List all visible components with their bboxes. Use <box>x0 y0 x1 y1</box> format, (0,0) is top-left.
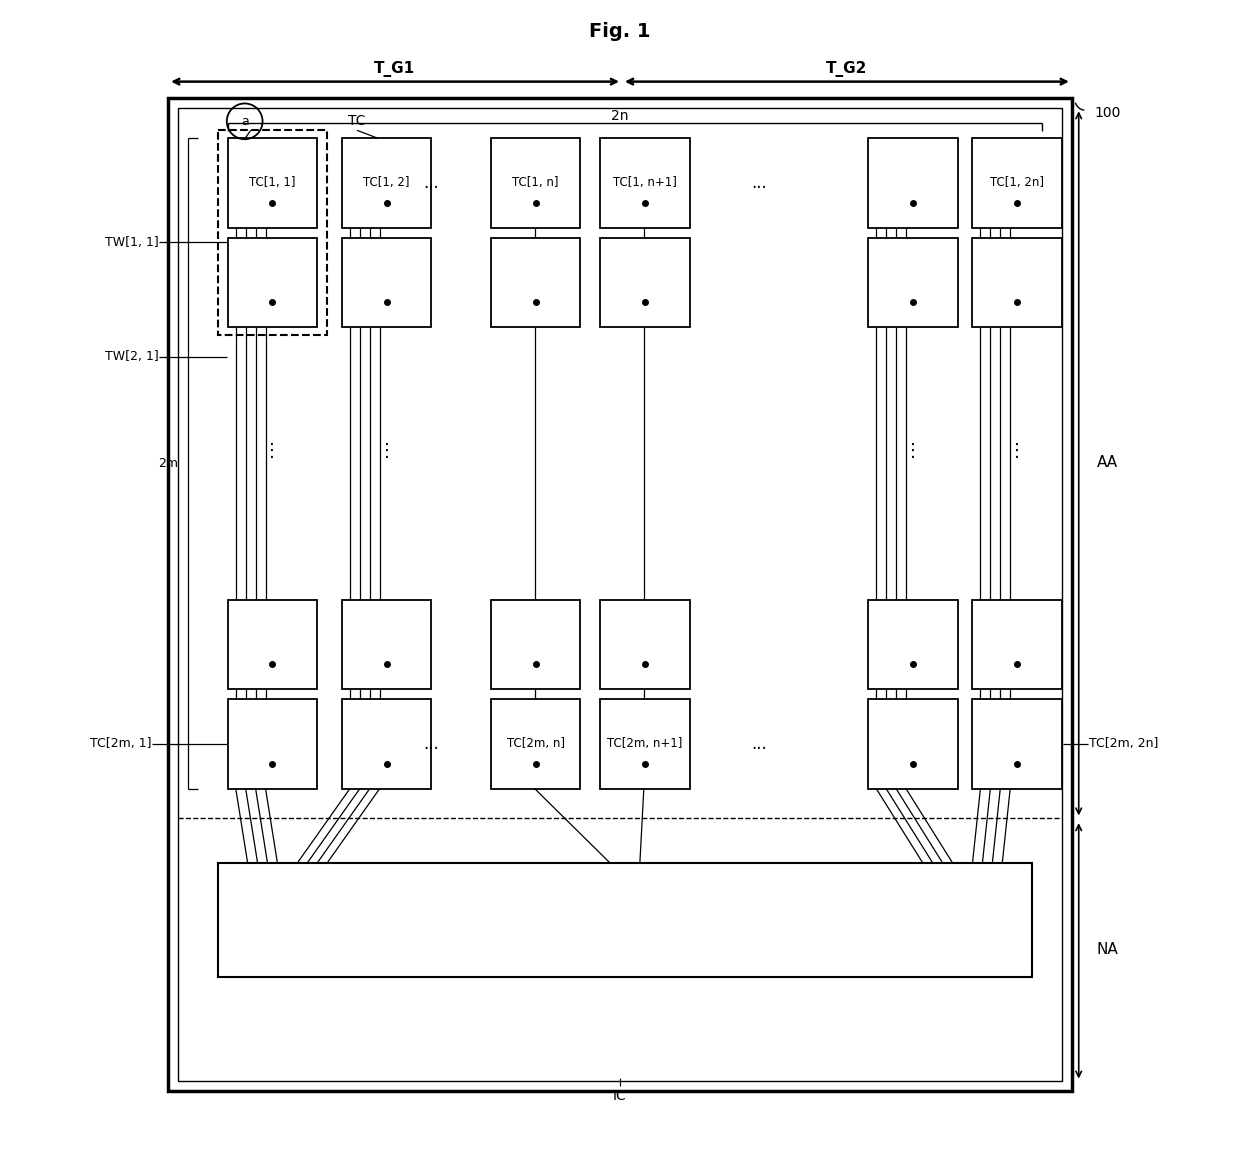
Text: IC: IC <box>613 1089 627 1103</box>
Bar <box>342 700 432 789</box>
Bar <box>600 700 689 789</box>
Bar <box>972 238 1061 327</box>
Text: TC[2m, 2n]: TC[2m, 2n] <box>1089 737 1158 750</box>
Text: ⋮: ⋮ <box>904 442 921 460</box>
Text: ...: ... <box>751 735 766 753</box>
Text: 2n: 2n <box>611 109 629 123</box>
Bar <box>868 700 957 789</box>
Text: TC[2m, n+1]: TC[2m, n+1] <box>608 737 682 750</box>
Bar <box>491 600 580 689</box>
Text: TW[1, 1]: TW[1, 1] <box>104 236 159 249</box>
Bar <box>600 139 689 228</box>
Bar <box>491 139 580 228</box>
Text: 100: 100 <box>1095 106 1121 120</box>
Bar <box>491 700 580 789</box>
Bar <box>868 600 957 689</box>
Text: a: a <box>241 115 248 128</box>
Text: ⋮: ⋮ <box>378 442 396 460</box>
Bar <box>218 863 1032 977</box>
Bar <box>342 238 432 327</box>
Bar <box>228 700 317 789</box>
Bar <box>228 139 317 228</box>
Bar <box>342 600 432 689</box>
Bar <box>218 131 327 335</box>
Text: TC[1, n]: TC[1, n] <box>512 176 559 189</box>
Text: Fig. 1: Fig. 1 <box>589 22 651 41</box>
Text: T_G1: T_G1 <box>374 61 415 76</box>
Text: TC[1, 1]: TC[1, 1] <box>249 176 295 189</box>
Bar <box>228 238 317 327</box>
Bar <box>868 139 957 228</box>
Bar <box>342 139 432 228</box>
Text: TC[1, 2n]: TC[1, 2n] <box>991 176 1044 189</box>
Bar <box>228 600 317 689</box>
Text: ⋮: ⋮ <box>263 442 281 460</box>
Text: ...: ... <box>424 735 439 753</box>
Bar <box>600 238 689 327</box>
Text: ...: ... <box>751 174 766 192</box>
Bar <box>972 700 1061 789</box>
Text: TC[1, n+1]: TC[1, n+1] <box>613 176 677 189</box>
Bar <box>179 108 1061 1082</box>
Text: AA: AA <box>1096 455 1117 470</box>
Text: T_G2: T_G2 <box>826 61 867 76</box>
Bar <box>600 600 689 689</box>
Bar <box>868 238 957 327</box>
Text: ...: ... <box>424 174 439 192</box>
Text: 2m: 2m <box>159 457 179 470</box>
Text: TC[1, 2]: TC[1, 2] <box>363 176 410 189</box>
Text: TW[2, 1]: TW[2, 1] <box>104 350 159 363</box>
Bar <box>972 139 1061 228</box>
Bar <box>169 99 1071 1091</box>
Text: NA: NA <box>1096 942 1118 957</box>
Text: TC: TC <box>348 114 366 128</box>
Text: TC[2m, n]: TC[2m, n] <box>507 737 564 750</box>
Bar <box>972 600 1061 689</box>
Text: ⋮: ⋮ <box>1008 442 1027 460</box>
Text: TC[2m, 1]: TC[2m, 1] <box>89 737 151 750</box>
Bar <box>491 238 580 327</box>
